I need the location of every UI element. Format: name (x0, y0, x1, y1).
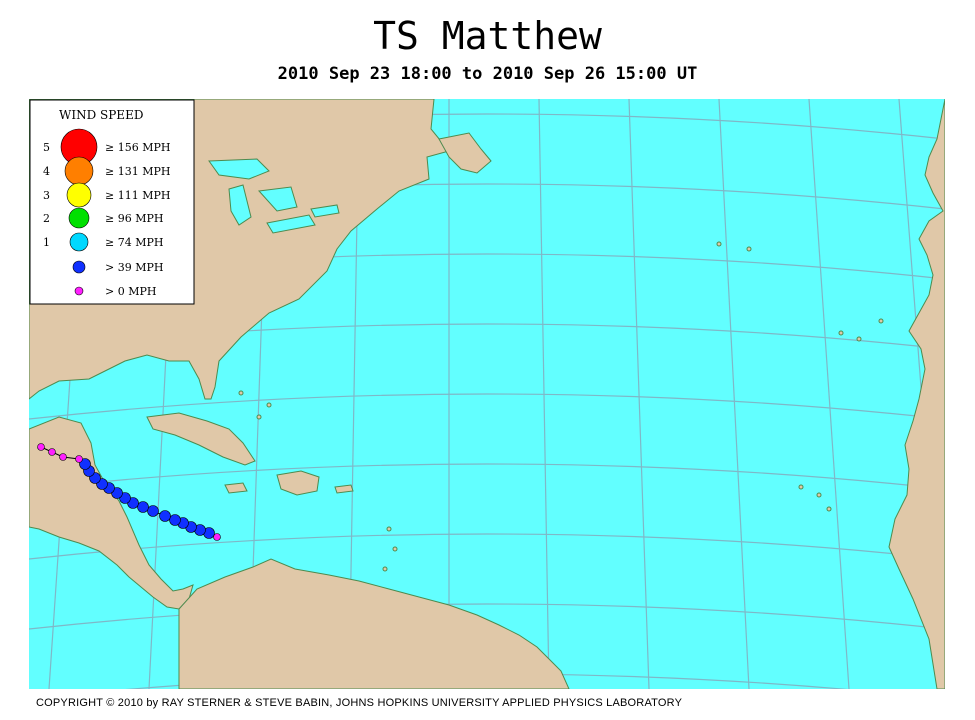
legend-label-2: ≥ 111 MPH (105, 189, 170, 202)
legend-category-0: 5 (43, 141, 50, 154)
track-point (59, 453, 67, 461)
legend-title: WIND SPEED (59, 108, 143, 122)
jamaica (224, 482, 248, 494)
cuba (146, 412, 256, 466)
legend-category-3: 2 (43, 212, 50, 225)
legend-marker-5 (72, 260, 86, 274)
legend-marker-2 (66, 182, 92, 208)
legend-marker-1 (64, 156, 94, 186)
legend-category-1: 4 (43, 165, 50, 178)
copyright-text: COPYRIGHT © 2010 by RAY STERNER & STEVE … (36, 697, 683, 709)
legend-marker-4 (69, 232, 89, 252)
track-point (213, 533, 221, 541)
legend-label-5: > 39 MPH (105, 261, 163, 274)
track-point (48, 448, 56, 456)
legend-box (29, 99, 195, 305)
newfoundland (438, 132, 492, 174)
puerto-rico (334, 484, 354, 494)
track-point (137, 501, 149, 513)
legend-label-4: ≥ 74 MPH (105, 236, 163, 249)
legend-marker-6 (74, 286, 84, 296)
track-point (37, 443, 45, 451)
storm-track-map: WIND SPEED 5 ≥ 156 MPH 4 ≥ 131 MPH 3 ≥ 111 MP… (29, 99, 945, 689)
track-point (159, 510, 171, 522)
map-title: TS Matthew (373, 14, 602, 58)
central-america-land (29, 416, 194, 610)
track-point (147, 505, 159, 517)
great-lakes (208, 158, 340, 234)
atlantic-islands (238, 241, 884, 572)
south-america-land (178, 558, 570, 689)
legend-label-0: ≥ 156 MPH (105, 141, 170, 154)
track-point (75, 455, 83, 463)
hispaniola (276, 470, 320, 496)
legend-label-6: > 0 MPH (105, 285, 156, 298)
legend-label-3: ≥ 96 MPH (105, 212, 163, 225)
legend-category-2: 3 (43, 189, 50, 202)
track-point (169, 514, 181, 526)
legend-label-1: ≥ 131 MPH (105, 165, 170, 178)
legend-marker-3 (68, 207, 90, 229)
wind-speed-legend: WIND SPEED 5 ≥ 156 MPH 4 ≥ 131 MPH 3 ≥ 111 MP… (29, 99, 195, 305)
legend-category-4: 1 (43, 236, 50, 249)
track-point (79, 458, 91, 470)
storm-track (37, 443, 221, 541)
map-subtitle: 2010 Sep 23 18:00 to 2010 Sep 26 15:00 U… (277, 64, 698, 84)
europe-africa-land (888, 99, 945, 689)
